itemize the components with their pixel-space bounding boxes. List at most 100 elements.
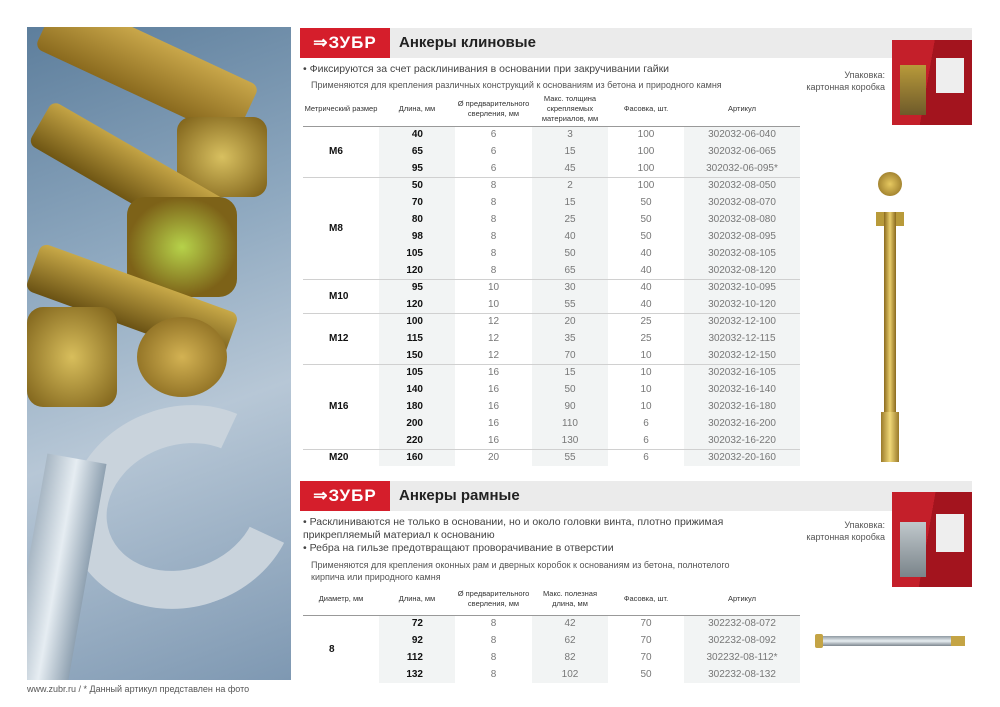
table-cell: 10	[487, 298, 500, 310]
table-row: M12 100 12 20 25 302032-12-100	[303, 312, 800, 364]
table-row: 140 16 50 10 302032-16-140	[303, 381, 800, 398]
table-cell: 95	[379, 278, 455, 296]
table-row: 112 8 82 70 302232-08-112*	[303, 649, 800, 666]
size-cell: M12	[303, 312, 379, 364]
section-header-frame-anchors: ⇒ЗУБР Анкеры рамные	[300, 481, 972, 511]
table-cell: 115	[379, 330, 455, 347]
col-header: Метрический размер	[303, 93, 379, 127]
table-cell: 302232-08-072	[684, 615, 800, 632]
table-cell: 25	[608, 312, 684, 330]
table-cell: 70	[640, 618, 652, 630]
col-header: Фасовка, шт.	[608, 584, 684, 616]
table-cell: 16	[487, 384, 500, 395]
packaging-label: Упаковка: картонная коробка	[806, 70, 885, 92]
table-cell: 10	[640, 349, 652, 361]
table-cell: 302032-16-180	[684, 398, 800, 415]
table-cell: 16	[455, 363, 532, 381]
table-cell: 112	[379, 649, 455, 666]
table-cell: 50	[379, 176, 455, 194]
table-cell: 100	[637, 129, 655, 141]
table-cell: 20	[532, 312, 608, 330]
table-cell: 16	[487, 418, 500, 429]
table-row: M8 50 8 2 100 302032-08-050	[303, 176, 800, 279]
table-row: 120 10 55 40 302032-10-120	[303, 296, 800, 313]
table-row: 120 8 65 40 302032-08-120	[303, 262, 800, 279]
table-cell: 12	[487, 349, 500, 361]
table-cell: 72	[379, 615, 455, 632]
table-row: M10 95 10 30 40 302032-10-095	[303, 278, 800, 313]
table-cell: 12	[487, 333, 500, 344]
table-cell: 302032-08-070	[684, 194, 800, 211]
table-row: M20 160 20 55 6 302032-20-160	[303, 448, 800, 466]
wedge-anchors-table: Метрический размер Длина, мм Ø предварит…	[303, 93, 800, 466]
table-cell: 70	[532, 347, 608, 364]
table-cell: 50	[640, 669, 652, 680]
table-cell: 90	[532, 398, 608, 415]
table-cell: 15	[532, 363, 608, 381]
table-cell: 25	[640, 333, 652, 344]
table-cell: 55	[532, 448, 608, 466]
col-header: Макс. толщина скрепляемых материалов, мм	[532, 93, 608, 127]
usage-note: Применяются для крепления оконных рам и …	[311, 560, 730, 582]
table-cell: 6	[643, 418, 649, 429]
feature-bullet: • Ребра на гильзе предотвращают проворач…	[303, 542, 614, 554]
table-cell: 15	[532, 143, 608, 160]
zubr-logo: ⇒ЗУБР	[300, 481, 390, 511]
col-header: Длина, мм	[379, 584, 455, 616]
table-row: 8 72 8 42 70 302232-08-072	[303, 615, 800, 655]
table-cell: 98	[379, 228, 455, 245]
table-cell: 65	[532, 262, 608, 279]
table-cell: 20	[455, 448, 532, 466]
table-cell: 160	[379, 448, 455, 466]
section-title: Анкеры клиновые	[399, 34, 536, 51]
table-cell: 10	[455, 278, 532, 296]
table-cell: 3	[532, 126, 608, 143]
table-cell: 40	[640, 248, 652, 259]
size-cell: M8	[303, 176, 379, 279]
table-row: 220 16 130 6 302032-16-220	[303, 432, 800, 449]
table-cell: 25	[532, 211, 608, 228]
table-cell: 220	[379, 432, 455, 449]
table-cell: 6	[643, 434, 649, 446]
table-cell: 302032-12-115	[684, 330, 800, 347]
table-cell: 302232-08-092	[684, 632, 800, 649]
table-cell: 8	[490, 248, 497, 259]
table-cell: 50	[640, 231, 652, 242]
table-cell: 8	[490, 231, 497, 242]
table-cell: 302032-08-080	[684, 211, 800, 228]
table-cell: 302032-16-105	[684, 363, 800, 381]
table-cell: 102	[532, 666, 608, 683]
frame-anchors-table: Диаметр, мм Длина, мм Ø предварительного…	[303, 584, 800, 683]
table-cell: 10	[640, 401, 652, 412]
table-cell: 8	[490, 635, 497, 646]
table-cell: 40	[532, 228, 608, 245]
table-cell: 120	[379, 262, 455, 279]
table-cell: 100	[637, 162, 655, 174]
table-row: 132 8 102 50 302232-08-132	[303, 666, 800, 683]
table-row: 80 8 25 50 302032-08-080	[303, 211, 800, 228]
table-cell: 16	[487, 401, 500, 412]
table-row: 65 6 15 100 302032-06-065	[303, 143, 800, 160]
table-cell: 6	[490, 129, 497, 141]
table-cell: 8	[490, 214, 497, 225]
table-cell: 70	[640, 652, 652, 663]
table-cell: 50	[640, 214, 652, 225]
table-cell: 45	[532, 160, 608, 177]
packaging-label: Упаковка: картонная коробка	[806, 520, 885, 542]
table-cell: 50	[532, 245, 608, 262]
table-cell: 302032-16-220	[684, 432, 800, 449]
table-cell: 8	[490, 618, 497, 630]
feature-bullet: • Расклиниваются не только в основании, …	[303, 516, 724, 541]
table-cell: 6	[608, 448, 684, 466]
table-row: 150 12 70 10 302032-12-150	[303, 347, 800, 364]
col-header: Артикул	[684, 584, 800, 616]
table-cell: 302032-08-120	[684, 262, 800, 279]
table-cell: 92	[379, 632, 455, 649]
packaging-box-image	[892, 492, 972, 587]
table-cell: 70	[379, 194, 455, 211]
size-cell: M16	[303, 363, 379, 449]
table-cell: 40	[640, 298, 652, 310]
table-cell: 105	[379, 363, 455, 381]
section-header-wedge-anchors: ⇒ЗУБР Анкеры клиновые	[300, 28, 972, 58]
table-cell: 132	[379, 666, 455, 683]
